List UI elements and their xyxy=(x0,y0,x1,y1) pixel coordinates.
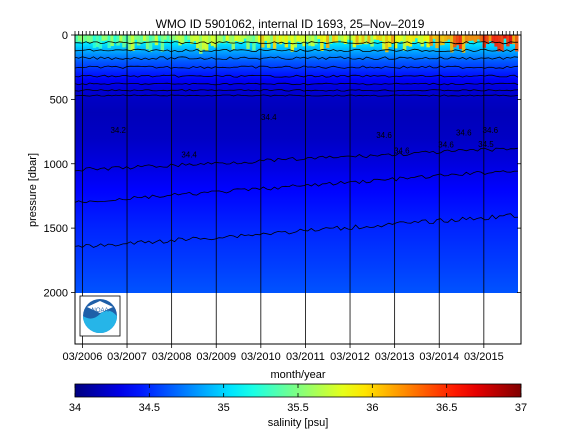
contour-label: 34.6 xyxy=(438,141,454,150)
y-tick-label: 500 xyxy=(50,94,68,106)
x-axis: 03/2006 03/2007 03/2008 03/2009 03/2010 03/20… xyxy=(63,344,504,363)
contour-line xyxy=(75,213,519,248)
x-tick-label: 03/2011 xyxy=(286,351,325,363)
colorbar-tick-label: 36.5 xyxy=(436,402,457,414)
colorbar-tick-label: 35 xyxy=(218,402,230,414)
x-tick-label: 03/2015 xyxy=(464,351,504,363)
x-tick-label: 03/2006 xyxy=(63,351,103,363)
x-tick-label: 03/2009 xyxy=(196,351,236,363)
x-tick-label: 03/2013 xyxy=(375,351,415,363)
x-tick-label: 03/2008 xyxy=(152,351,192,363)
contour-line xyxy=(75,41,519,45)
x-tick-label: 03/2012 xyxy=(330,351,370,363)
contour-line xyxy=(75,170,519,204)
noaa-logo: NOAA xyxy=(79,295,121,337)
chart-title: WMO ID 5901062, internal ID 1693, 25–Nov… xyxy=(156,17,425,31)
contour-line xyxy=(75,65,519,69)
contour-labels: 34.234.434.434.634.634.634.634.6 34.5 xyxy=(110,113,498,159)
salinity-contours xyxy=(75,41,519,248)
contour-label: 34.6 xyxy=(376,131,392,140)
contour-label: 34.5 xyxy=(478,140,494,149)
contour-line xyxy=(75,147,519,172)
x-axis-label: month/year xyxy=(270,369,325,381)
contour-label: 34.6 xyxy=(483,126,499,135)
contour-line xyxy=(75,94,519,97)
contour-label: 34.6 xyxy=(394,146,410,155)
y-tick-label: 2000 xyxy=(44,288,68,300)
contour-line xyxy=(75,56,519,61)
plot-area: 34.234.434.434.634.634.634.634.6 34.5 xyxy=(75,35,521,344)
salinity-field xyxy=(75,35,519,293)
colorbar-tick-label: 36 xyxy=(366,402,378,414)
y-axis-label: pressure [dbar] xyxy=(27,153,39,227)
x-tick-label: 03/2007 xyxy=(107,351,147,363)
x-axis-top-ticks xyxy=(74,31,522,35)
y-tick-label: 0 xyxy=(62,30,68,42)
contour-label: 34.2 xyxy=(110,126,126,135)
y-axis: 0 500 1000 1500 2000 xyxy=(44,30,521,300)
y-tick-label: 1000 xyxy=(44,159,68,171)
x-tick-label: 03/2014 xyxy=(419,351,459,363)
contour-line xyxy=(75,89,519,92)
colorbar-ticks: 34 34.5 35 35.5 36 36.5 37 xyxy=(69,384,527,414)
contour-line xyxy=(75,82,519,86)
colorbar-tick-label: 37 xyxy=(515,402,527,414)
contour-line xyxy=(75,74,519,78)
colorbar: 34 34.5 35 35.5 36 36.5 37 salinity [psu] xyxy=(69,383,527,429)
colorbar-label: salinity [psu] xyxy=(268,417,329,429)
contour-label: 34.6 xyxy=(456,128,472,137)
y-tick-label: 1500 xyxy=(44,223,68,235)
salinity-column-fill xyxy=(75,35,518,293)
colorbar-tick-label: 35.5 xyxy=(287,402,308,414)
contour-label: 34.4 xyxy=(181,150,197,159)
contour-line xyxy=(75,48,519,53)
contour-label: 34.4 xyxy=(261,113,277,122)
noaa-logo-text: NOAA xyxy=(91,308,108,314)
colorbar-tick-label: 34.5 xyxy=(139,402,160,414)
colorbar-tick-label: 34 xyxy=(69,402,81,414)
x-tick-label: 03/2010 xyxy=(241,351,281,363)
year-gridlines xyxy=(82,35,485,344)
